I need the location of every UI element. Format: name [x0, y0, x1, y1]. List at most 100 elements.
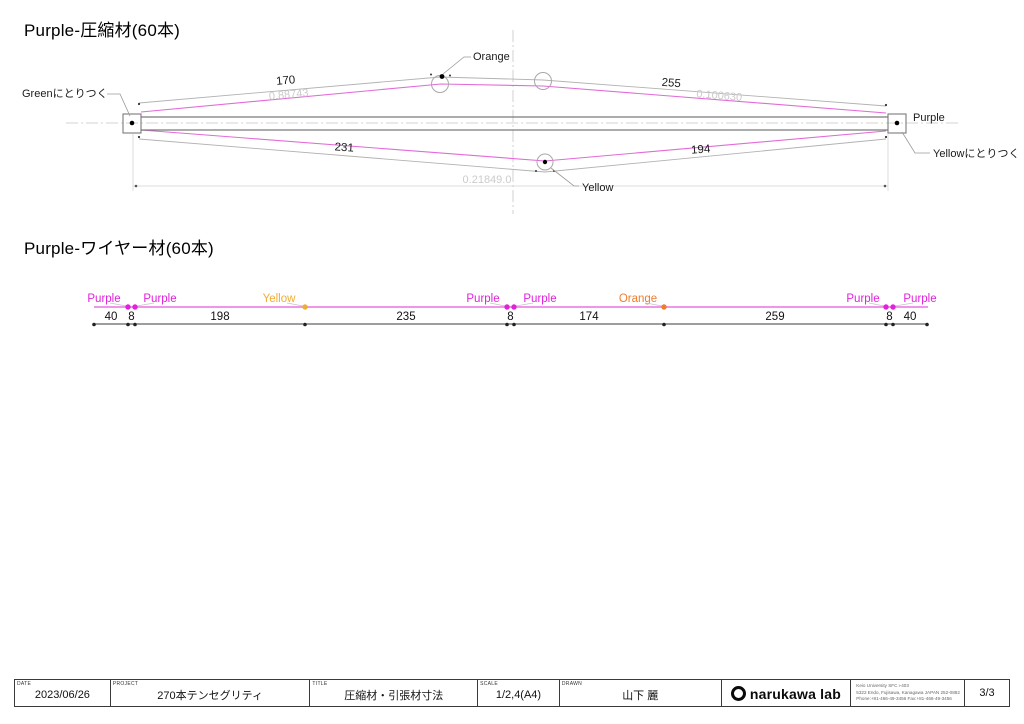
dim-tick: [303, 322, 307, 327]
drawn-field-label: DRAWN: [561, 681, 583, 687]
wire-leader: [286, 302, 304, 307]
dim-tick: [925, 322, 929, 327]
wire-label-purple-5: Purple: [846, 293, 879, 305]
leader-yellow-attach: [901, 131, 930, 154]
project-field-label: PROJECT: [112, 681, 139, 687]
tick-dot: [884, 135, 888, 139]
wire-point-purple-1: [125, 304, 131, 310]
dim-tick: [662, 322, 666, 327]
title-value: 圧縮材・引張材寸法: [344, 690, 444, 702]
lab-address-cell: Keio University SFC ι-403 5322 Endo, Fuj…: [851, 680, 966, 706]
label-green-attach: Greenにとりつく: [22, 87, 108, 100]
dim-tick: [92, 322, 96, 327]
leader-green: [107, 93, 131, 117]
wire-point-purple-5: [883, 304, 889, 310]
overall-dim-value: 0.21849.0: [463, 174, 512, 186]
dim-top-left: 170: [276, 74, 296, 88]
wire-leader: [515, 302, 534, 307]
mirror-node-circle: [534, 72, 552, 90]
drawing-canvas: 0.21849.0 Greenにとりつく Orange Yellow Purpl…: [22, 30, 1020, 327]
wire-dim-3: 235: [396, 311, 415, 323]
wire-leader: [109, 302, 127, 307]
titleblock-date-cell: DATE 2023/06/26: [15, 680, 111, 706]
rod-right-cap: [887, 113, 907, 134]
wire-point-purple-6: [890, 304, 896, 310]
tick-dot: [137, 102, 141, 106]
page-number: 3/3: [979, 687, 995, 699]
titleblock-project-cell: PROJECT 270本テンセグリティ: [111, 680, 311, 706]
orange-node-dot: [439, 74, 445, 79]
titleblock-scale-cell: SCALE 1/2,4(A4): [478, 680, 560, 706]
wire-leader: [645, 302, 663, 307]
leader-yellow: [550, 167, 579, 187]
wire-point-purple-4: [511, 304, 517, 310]
section-title-wire: Purple-ワイヤー材(60本): [24, 239, 214, 258]
wire-dim-2: 198: [210, 311, 229, 323]
wire-dim-8: 40: [904, 311, 917, 323]
rod-left-cap: [122, 113, 142, 134]
wire-point-purple-3: [504, 304, 510, 310]
lab-logo: narukawa lab: [730, 685, 841, 702]
dim-tick: [134, 184, 138, 188]
wire-label-purple-6: Purple: [903, 293, 936, 305]
drawn-value: 山下 麗: [622, 690, 659, 702]
wire-point-orange: [661, 304, 667, 310]
wire-label-purple-2: Purple: [143, 293, 176, 305]
leader-orange: [442, 56, 471, 75]
dim-tick: [883, 184, 887, 188]
title-field-label: TITLE: [312, 681, 328, 687]
titleblock-drawn-cell: DRAWN 山下 麗: [560, 680, 722, 706]
address-line-1: Keio University SFC ι-403: [856, 683, 909, 688]
wire-leader: [894, 302, 914, 307]
label-purple: Purple: [913, 112, 945, 124]
label-yellow: Yellow: [582, 182, 613, 194]
tick-dot: [535, 170, 537, 172]
address-line-2: 5322 Endo, Fujisawa, Kanagawa JAPAN 252-…: [856, 689, 960, 695]
wire-leader: [868, 302, 885, 307]
rod-right-node: [894, 120, 900, 126]
tick-dot: [137, 135, 141, 139]
wire-dim-0: 40: [105, 311, 118, 323]
project-value: 270本テンセグリティ: [157, 690, 263, 702]
dim-tick: [884, 322, 888, 327]
wire-label-yellow: Yellow: [263, 293, 297, 305]
wire-dim-6: 259: [765, 311, 784, 323]
wire-dim-7: 8: [886, 311, 892, 323]
dim-tick: [891, 322, 895, 327]
label-orange: Orange: [473, 51, 510, 63]
titleblock-title-cell: TITLE 圧縮材・引張材寸法: [310, 680, 479, 706]
lab-logo-cell: narukawa lab: [722, 680, 852, 706]
yellow-node-dot: [542, 159, 548, 165]
dim-top-right-coef: 0.100630: [696, 88, 743, 104]
address-line-3: Phone:+81-466-49-3456 Fax:+81-466-49-345…: [856, 696, 952, 702]
scale-value: 1/2,4(A4): [495, 689, 542, 701]
dim-bottom-right: 194: [691, 143, 712, 156]
date-value: 2023/06/26: [34, 689, 90, 701]
wire-point-yellow: [302, 304, 308, 310]
upper-wire-line: [140, 83, 887, 114]
yellow-node-circle: [536, 153, 554, 171]
lab-name: narukawa lab: [749, 685, 841, 702]
page-number-cell: 3/3: [965, 680, 1009, 706]
date-field-label: DATE: [17, 681, 32, 687]
wire-dim-4: 8: [507, 311, 513, 323]
dim-top-right: 255: [661, 77, 681, 91]
scale-field-label: SCALE: [480, 681, 498, 687]
wire-label-purple-4: Purple: [523, 293, 556, 305]
dim-tick: [505, 322, 509, 327]
dim-top-left-coef: 0.88743: [268, 87, 309, 103]
dim-tick: [133, 322, 137, 327]
dim-tick: [512, 322, 516, 327]
dim-bottom-left: 231: [334, 141, 354, 154]
label-yellow-attach: Yellowにとりつく: [933, 147, 1020, 160]
wire-label-orange: Orange: [619, 293, 657, 305]
wire-leader: [136, 302, 155, 307]
wire-label-purple-3: Purple: [466, 293, 499, 305]
lower-wire-line: [140, 129, 887, 162]
lab-logo-ring-icon: [730, 685, 746, 701]
section-title-compression: Purple-圧縮材(60本): [24, 21, 181, 40]
wire-point-purple-2: [132, 304, 138, 310]
tick-dot: [430, 73, 432, 76]
wire-dim-5: 174: [579, 311, 599, 323]
